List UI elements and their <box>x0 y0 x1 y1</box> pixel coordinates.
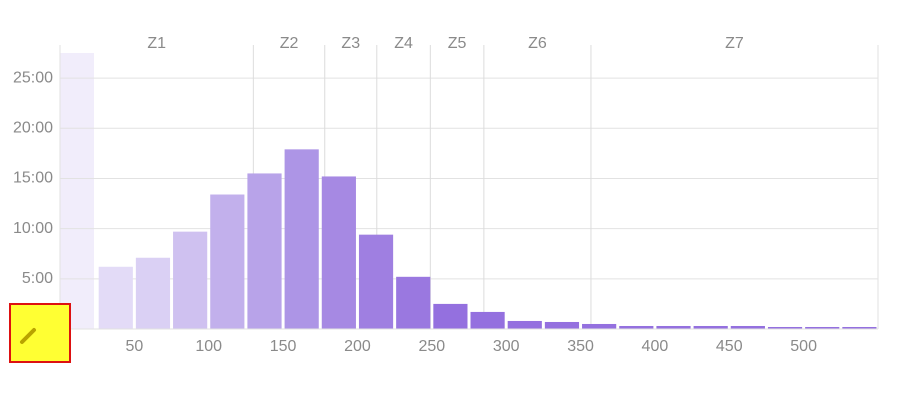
bar <box>284 149 319 329</box>
x-tick-label: 100 <box>195 338 222 355</box>
bar <box>693 325 728 329</box>
plot: 0:005:0010:0015:0020:0025:00Z1Z2Z3Z4Z5Z6… <box>13 35 879 355</box>
x-tick-label: 400 <box>642 338 669 355</box>
bar <box>358 234 394 329</box>
y-tick-label: 25:00 <box>13 69 53 86</box>
bar <box>321 176 356 329</box>
hover-band <box>60 53 94 329</box>
bar <box>507 320 542 329</box>
x-tick-label: 150 <box>270 338 297 355</box>
x-tick-label: 300 <box>493 338 520 355</box>
bar <box>767 326 803 329</box>
bar <box>470 311 505 329</box>
zone-label: Z7 <box>725 35 744 52</box>
bar <box>98 266 133 329</box>
bar <box>842 326 877 329</box>
zone-label: Z2 <box>280 35 299 52</box>
bar <box>396 276 431 329</box>
edit-icon <box>20 328 36 344</box>
bar <box>656 325 691 329</box>
bar <box>247 173 282 329</box>
x-tick-label: 450 <box>716 338 743 355</box>
x-tick-label: 50 <box>125 338 143 355</box>
zone-label: Z6 <box>528 35 547 52</box>
y-tick-label: 20:00 <box>13 119 53 136</box>
x-tick-label: 350 <box>567 338 594 355</box>
zone-label: Z5 <box>448 35 467 52</box>
edit-button[interactable] <box>9 303 71 363</box>
bar <box>619 325 654 329</box>
y-tick-label: 5:00 <box>22 270 53 287</box>
y-tick-label: 10:00 <box>13 220 53 237</box>
zone-label: Z3 <box>341 35 360 52</box>
bar <box>210 194 245 329</box>
bar <box>433 303 468 329</box>
y-tick-label: 15:00 <box>13 170 53 187</box>
bar <box>173 231 208 329</box>
bar <box>544 321 580 329</box>
x-tick-label: 250 <box>418 338 445 355</box>
bar <box>805 326 840 329</box>
zone-label: Z4 <box>394 35 413 52</box>
zone-label: Z1 <box>147 35 166 52</box>
x-tick-label: 200 <box>344 338 371 355</box>
x-tick-label: 500 <box>790 338 817 355</box>
bar <box>582 323 617 329</box>
bar <box>135 257 171 329</box>
bar <box>730 325 765 329</box>
edit-button-box[interactable] <box>9 303 71 363</box>
